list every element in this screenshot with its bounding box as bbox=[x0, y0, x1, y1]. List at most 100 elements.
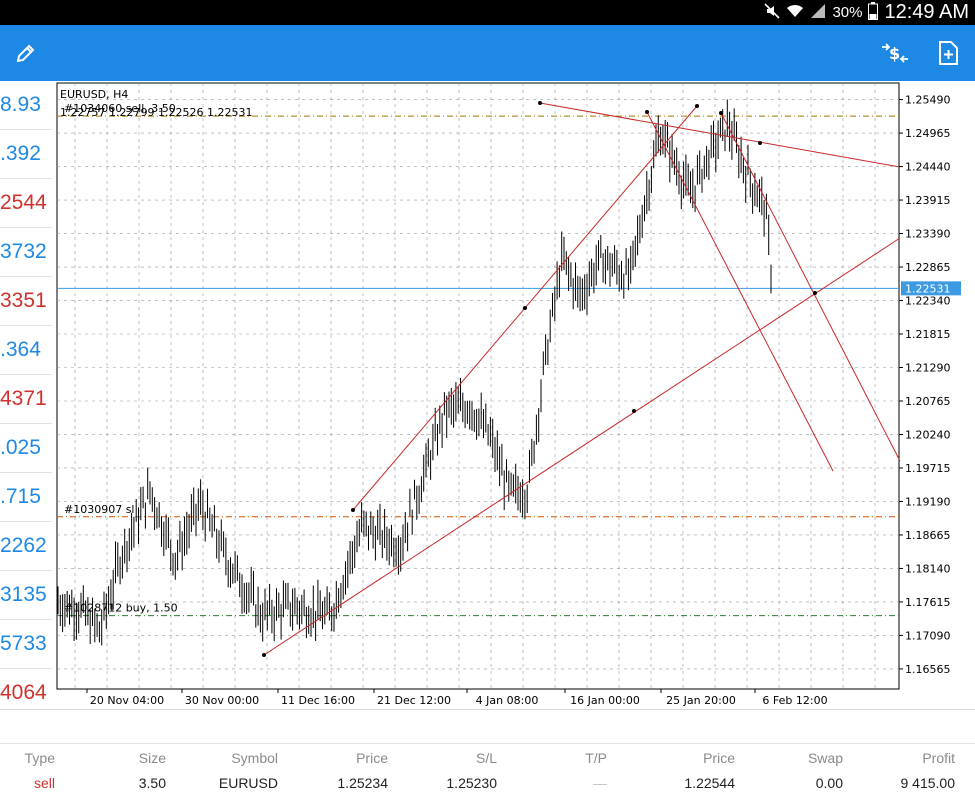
trendline-anchor[interactable] bbox=[758, 141, 762, 145]
trendline[interactable] bbox=[646, 111, 834, 472]
signal-icon bbox=[810, 3, 826, 23]
symbol-label: EURUSD, H4 bbox=[60, 88, 128, 101]
quote-value: .364 bbox=[0, 338, 41, 361]
quote-item[interactable]: 8.93 bbox=[0, 81, 52, 130]
price-tick-label: 1.24965 bbox=[905, 127, 951, 140]
column-header: S/L bbox=[475, 750, 497, 766]
quote-value: 2262 bbox=[0, 534, 47, 557]
quote-value: .392 bbox=[0, 142, 41, 165]
price-tick-label: 1.21815 bbox=[905, 328, 951, 341]
quote-item[interactable]: 2262 bbox=[0, 522, 52, 571]
position-cell: 1.25230 bbox=[446, 775, 497, 791]
chart-frame bbox=[56, 82, 900, 690]
divider bbox=[0, 709, 975, 710]
app-toolbar: $ bbox=[0, 25, 975, 81]
position-cell: EURUSD bbox=[218, 775, 278, 791]
trendline-anchor[interactable] bbox=[632, 409, 636, 413]
trendline-anchor[interactable] bbox=[538, 101, 542, 105]
battery-percent: 30% bbox=[832, 4, 863, 21]
price-tick-label: 1.20765 bbox=[905, 395, 951, 408]
quote-value: .025 bbox=[0, 436, 41, 459]
one-click-trading-icon[interactable]: $ bbox=[879, 37, 911, 69]
price-tick-label: 1.25490 bbox=[905, 94, 951, 107]
column-header: Type bbox=[24, 750, 55, 766]
status-bar: 30% 12:49 AM bbox=[0, 0, 975, 25]
quote-item[interactable]: .364 bbox=[0, 326, 52, 375]
time-tick-label: 11 Dec 16:00 bbox=[281, 694, 355, 707]
quote-item[interactable]: 4371 bbox=[0, 375, 52, 424]
quote-item[interactable]: .715 bbox=[0, 473, 52, 522]
time-tick-label: 4 Jan 08:00 bbox=[476, 694, 539, 707]
trendline-anchor[interactable] bbox=[262, 653, 266, 657]
battery-icon bbox=[868, 1, 879, 24]
time-tick-label: 25 Jan 20:00 bbox=[666, 694, 736, 707]
position-cell: sell bbox=[33, 775, 55, 791]
price-tick-label: 1.17615 bbox=[905, 596, 951, 609]
quote-value: 8.93 bbox=[0, 93, 41, 116]
price-tick-label: 1.19190 bbox=[905, 495, 951, 508]
quote-value: .715 bbox=[0, 485, 41, 508]
order-label: #1030907 sl bbox=[64, 503, 135, 516]
quote-item[interactable]: .392 bbox=[0, 130, 52, 179]
position-cell: — bbox=[593, 775, 607, 791]
trendline-anchor[interactable] bbox=[695, 104, 699, 108]
price-tick-label: 1.17090 bbox=[905, 629, 951, 642]
time-tick-label: 20 Nov 04:00 bbox=[90, 694, 164, 707]
trendline[interactable] bbox=[720, 112, 901, 462]
quote-value: 3135 bbox=[0, 583, 47, 606]
trendline-anchor[interactable] bbox=[813, 291, 817, 295]
quote-item[interactable]: 5733 bbox=[0, 620, 52, 669]
column-header: Size bbox=[138, 750, 166, 766]
column-header: T/P bbox=[585, 750, 607, 766]
price-tick-label: 1.21290 bbox=[905, 362, 951, 375]
new-order-icon[interactable] bbox=[932, 37, 964, 69]
trendline-anchor[interactable] bbox=[351, 508, 355, 512]
quote-value: 3351 bbox=[0, 289, 47, 312]
position-cell: 1.22544 bbox=[684, 775, 735, 791]
column-header: Price bbox=[356, 750, 388, 766]
time-tick-label: 16 Jan 00:00 bbox=[570, 694, 640, 707]
price-tick-label: 1.24440 bbox=[905, 161, 951, 174]
trendline-anchor[interactable] bbox=[719, 111, 723, 115]
trendline-anchor[interactable] bbox=[645, 110, 649, 114]
time-tick-label: 6 Feb 12:00 bbox=[762, 694, 827, 707]
quote-value: 2544 bbox=[0, 191, 47, 214]
trendline[interactable] bbox=[263, 237, 901, 656]
position-cell: 3.50 bbox=[138, 775, 166, 791]
quote-item[interactable]: .025 bbox=[0, 424, 52, 473]
column-header: Swap bbox=[807, 750, 843, 766]
price-tick-label: 1.22865 bbox=[905, 261, 951, 274]
price-chart[interactable]: #1034060 sell, 3.50#1030907 sl#1028712 b… bbox=[0, 81, 975, 709]
quotes-column: 8.93 .392 2544 3732 3351 .364 4371 .025 .715 2262… bbox=[0, 81, 52, 709]
quote-value: 4371 bbox=[0, 387, 47, 410]
positions-panel: Type Size Symbol Price S/L T/P Price Swap Profit… bbox=[0, 709, 975, 800]
clock: 12:49 AM bbox=[884, 1, 969, 23]
price-tick-label: 1.23915 bbox=[905, 194, 951, 207]
svg-text:$: $ bbox=[889, 44, 900, 63]
quote-item[interactable]: 4064 bbox=[0, 669, 52, 709]
price-tick-label: 1.23390 bbox=[905, 228, 951, 241]
quote-item[interactable]: 3732 bbox=[0, 228, 52, 277]
pencil-icon[interactable] bbox=[10, 37, 42, 69]
trendline-anchor[interactable] bbox=[523, 306, 527, 310]
quote-item[interactable]: 3135 bbox=[0, 571, 52, 620]
price-tick-label: 1.18140 bbox=[905, 562, 951, 575]
price-tick-label: 1.20240 bbox=[905, 428, 951, 441]
quote-value: 4064 bbox=[0, 681, 47, 704]
price-tick-label: 1.19715 bbox=[905, 462, 951, 475]
wifi-icon bbox=[786, 3, 804, 23]
quote-value: 3732 bbox=[0, 240, 47, 263]
price-tick-label: 1.18665 bbox=[905, 529, 951, 542]
column-header: Profit bbox=[922, 750, 955, 766]
trendline[interactable] bbox=[539, 102, 901, 168]
ohlc-label: 1.22757 1.22799 1.22526 1.22531 bbox=[60, 106, 252, 119]
quote-item[interactable]: 2544 bbox=[0, 179, 52, 228]
position-cell: 0.00 bbox=[815, 775, 843, 791]
quote-item[interactable]: 3351 bbox=[0, 277, 52, 326]
position-cell: 1.25234 bbox=[337, 775, 388, 791]
current-price-tag bbox=[901, 281, 961, 296]
price-tick-label: 1.22340 bbox=[905, 295, 951, 308]
divider bbox=[0, 743, 975, 744]
column-header: Symbol bbox=[231, 750, 278, 766]
price-tick-label: 1.16565 bbox=[905, 663, 951, 676]
